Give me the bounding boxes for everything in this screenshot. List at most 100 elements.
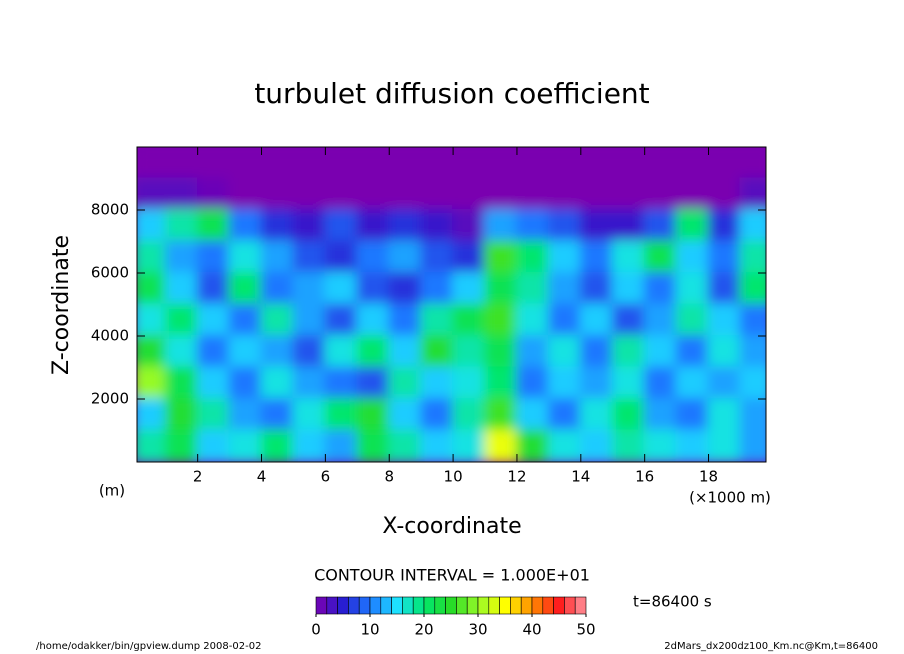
- cell: [547, 147, 582, 180]
- cell: [196, 240, 231, 274]
- cell: [452, 240, 487, 274]
- cell: [420, 272, 455, 306]
- cell: [484, 272, 518, 306]
- cell: [611, 398, 646, 432]
- cell: [579, 366, 614, 400]
- cell: [643, 429, 678, 462]
- cell: [611, 366, 646, 400]
- cell: [611, 177, 646, 211]
- colorbar-swatch: [542, 596, 554, 615]
- cell: [420, 177, 455, 211]
- cell: [228, 147, 263, 180]
- cell: [452, 366, 487, 400]
- cell: [675, 335, 710, 369]
- cell: [515, 272, 550, 306]
- x-axis-label: X-coordinate: [382, 514, 521, 539]
- x-tick-label: 14: [571, 468, 590, 486]
- footer-right: 2dMars_dx200dz100_Km.nc@Km,t=86400: [664, 641, 878, 652]
- cell: [675, 398, 710, 432]
- cell: [324, 177, 359, 211]
- cell: [452, 303, 487, 337]
- cell: [707, 147, 742, 180]
- cell: [292, 303, 327, 337]
- cell: [228, 335, 263, 369]
- cell: [515, 177, 550, 211]
- cell: [292, 335, 327, 369]
- colorbar-swatch: [488, 596, 500, 615]
- colorbar-tick-label: 10: [360, 621, 379, 639]
- cell: [484, 398, 518, 432]
- cell: [484, 335, 518, 369]
- colorbar-swatch: [337, 596, 349, 615]
- cell: [675, 366, 710, 400]
- cell: [388, 147, 423, 180]
- cell: [643, 209, 678, 243]
- cell: [515, 335, 550, 369]
- cell: [356, 147, 391, 180]
- cell: [356, 429, 391, 462]
- cell: [643, 240, 678, 274]
- cell: [228, 398, 263, 432]
- cell: [356, 209, 391, 243]
- cell: [643, 366, 678, 400]
- cell: [739, 209, 766, 243]
- cell: [611, 335, 646, 369]
- contour-interval: CONTOUR INTERVAL = 1.000E+01: [314, 566, 590, 585]
- cell: [196, 335, 231, 369]
- colorbar-swatch: [348, 596, 360, 615]
- colorbar-swatch: [520, 596, 533, 615]
- cell: [707, 209, 742, 243]
- cell: [196, 366, 231, 400]
- colorbar-swatch: [402, 596, 414, 615]
- cell: [292, 240, 327, 274]
- footer-left: /home/odakker/bin/gpview.dump 2008-02-02: [36, 641, 261, 652]
- cell: [196, 147, 231, 180]
- cell: [388, 366, 423, 400]
- cell: [137, 147, 167, 180]
- cell: [388, 303, 423, 337]
- cell: [420, 335, 455, 369]
- cell: [579, 335, 614, 369]
- cell: [388, 335, 423, 369]
- cell: [137, 272, 167, 306]
- cell: [515, 147, 550, 180]
- colorbar-swatch: [423, 596, 436, 615]
- cell: [452, 209, 487, 243]
- cell: [196, 398, 231, 432]
- cell: [484, 366, 518, 400]
- cell: [137, 429, 167, 462]
- x-tick-label: 18: [699, 468, 718, 486]
- cell: [484, 147, 518, 180]
- cell: [164, 366, 199, 400]
- x-tick-label: 8: [384, 468, 394, 486]
- cell: [739, 240, 766, 274]
- colorbar-swatch: [391, 596, 403, 615]
- y-tick-label: 6000: [91, 264, 129, 282]
- cell: [484, 429, 518, 462]
- colorbar-swatch: [369, 596, 382, 615]
- cell: [515, 366, 550, 400]
- cell: [611, 209, 646, 243]
- colorbar-swatch: [445, 596, 457, 615]
- cell: [420, 303, 455, 337]
- cell: [420, 209, 455, 243]
- x-unit: (m): [99, 482, 125, 500]
- colorbar-swatch: [326, 596, 338, 615]
- cell: [196, 177, 231, 211]
- cell: [137, 240, 167, 274]
- cell: [739, 335, 766, 369]
- cell: [196, 303, 231, 337]
- cell: [196, 429, 231, 462]
- cell: [579, 303, 614, 337]
- cell: [643, 335, 678, 369]
- cell: [137, 209, 167, 243]
- cell: [356, 240, 391, 274]
- chart-title: turbulet diffusion coefficient: [254, 77, 649, 110]
- cell: [547, 335, 582, 369]
- cell: [137, 398, 167, 432]
- cell: [739, 398, 766, 432]
- cell: [707, 303, 742, 337]
- colorbar-swatch: [477, 596, 490, 615]
- colorbar-tick-label: 0: [311, 621, 321, 639]
